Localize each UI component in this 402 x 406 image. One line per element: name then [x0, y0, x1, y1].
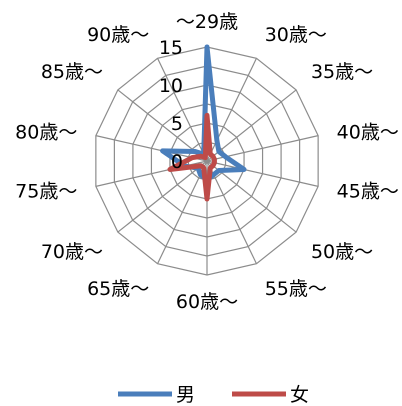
category-label: 55歳～ — [265, 278, 327, 300]
tick-label: 15 — [159, 37, 183, 59]
category-label: 65歳～ — [87, 278, 149, 300]
category-label: 50歳～ — [311, 241, 373, 263]
category-label: 40歳～ — [337, 121, 399, 143]
category-label: 35歳～ — [311, 61, 373, 83]
tick-label: 10 — [159, 75, 183, 97]
category-label: 85歳～ — [41, 61, 103, 83]
series-line-female — [167, 112, 217, 202]
legend-item-female: 女 — [232, 384, 309, 406]
grid-spoke — [156, 160, 208, 264]
grid-spoke — [117, 160, 208, 233]
category-label: 90歳～ — [87, 24, 149, 46]
legend-item-male: 男 — [118, 384, 195, 406]
category-label: 75歳～ — [15, 181, 77, 203]
category-labels: ～29歳 30歳～ 35歳～ 40歳～ 45歳～ 50歳～ 55歳～ 60歳～ 65歳～ 70歳～… — [15, 11, 399, 313]
grid-spoke — [206, 160, 319, 187]
tick-label: 0 — [171, 151, 183, 173]
radial-tick-labels: 0 5 10 15 — [159, 37, 183, 173]
category-label: 60歳～ — [176, 291, 238, 313]
grid-spoke — [156, 58, 208, 162]
legend-label-female: 女 — [290, 384, 309, 406]
grid-spoke — [206, 89, 297, 162]
legend-label-male: 男 — [176, 384, 195, 406]
category-label: 45歳～ — [337, 181, 399, 203]
grid-spoke — [206, 160, 258, 264]
legend: 男 女 — [118, 384, 309, 406]
tick-label: 5 — [171, 113, 183, 135]
category-label: 30歳～ — [265, 24, 327, 46]
radar-series — [160, 44, 247, 202]
category-label: ～29歳 — [176, 11, 238, 33]
category-label: 70歳～ — [41, 241, 103, 263]
category-label: 80歳～ — [15, 121, 77, 143]
